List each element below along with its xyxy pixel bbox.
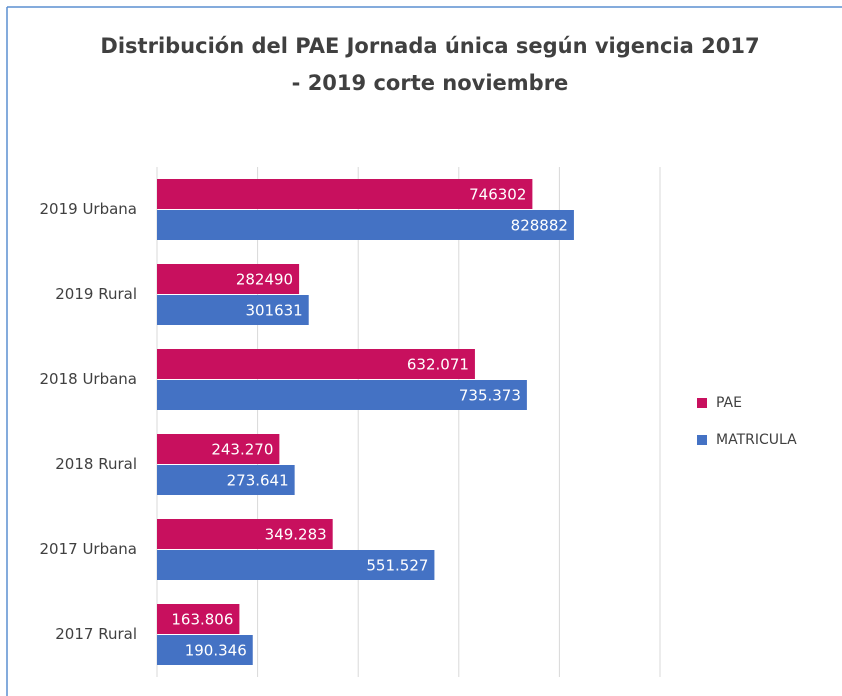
y-tick-label: 2019 Urbana <box>40 200 138 218</box>
bar <box>157 349 475 379</box>
y-tick-label: 2017 Rural <box>55 625 137 643</box>
value-label: 735.373 <box>459 387 521 405</box>
bar <box>157 550 435 580</box>
value-label: 273.641 <box>227 472 289 490</box>
value-label: 828882 <box>511 217 568 235</box>
bar <box>157 380 527 410</box>
legend-label: MATRICULA <box>716 432 797 448</box>
bar <box>157 434 280 464</box>
value-label: 243.270 <box>211 441 273 459</box>
value-label: 301631 <box>245 302 302 320</box>
value-label: 349.283 <box>265 526 327 544</box>
bar <box>157 264 300 294</box>
bar <box>157 465 295 495</box>
bar <box>157 635 253 665</box>
bar <box>157 295 309 325</box>
y-tick-label: 2017 Urbana <box>40 540 138 558</box>
chart-title: Distribución del PAE Jornada única según… <box>100 34 759 58</box>
value-label: 746302 <box>469 186 526 204</box>
chart-title: - 2019 corte noviembre <box>292 71 569 95</box>
bar <box>157 519 333 549</box>
value-label: 632.071 <box>407 356 469 374</box>
legend-swatch <box>697 398 707 408</box>
value-label: 551.527 <box>366 557 428 575</box>
legend-label: PAE <box>716 395 742 411</box>
y-tick-label: 2019 Rural <box>55 285 137 303</box>
value-label: 282490 <box>236 271 293 289</box>
value-label: 190.346 <box>185 642 247 660</box>
value-label: 163.806 <box>171 611 233 629</box>
y-tick-label: 2018 Rural <box>55 455 137 473</box>
y-tick-label: 2018 Urbana <box>40 370 138 388</box>
bar <box>157 210 574 240</box>
legend-swatch <box>697 435 707 445</box>
bar <box>157 179 533 209</box>
bar <box>157 604 240 634</box>
